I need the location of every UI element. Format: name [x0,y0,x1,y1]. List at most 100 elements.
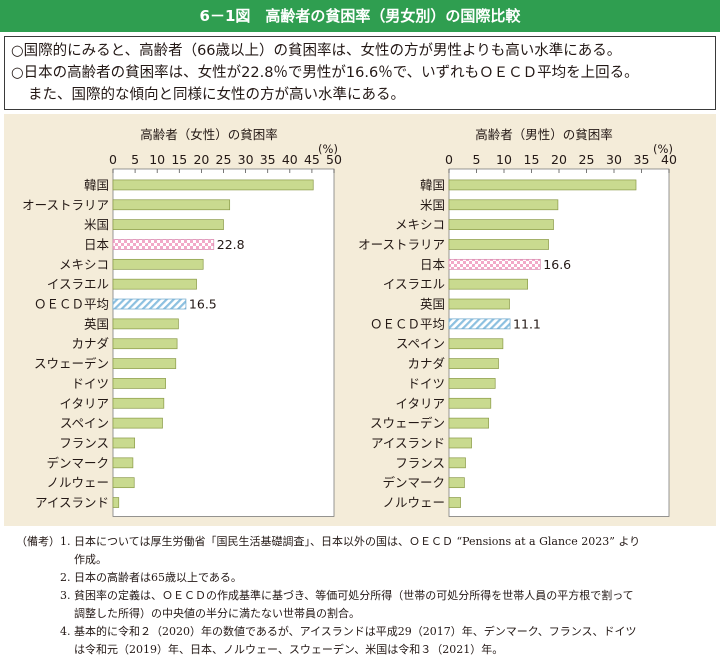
male-tick-label-4: 20 [551,152,567,167]
male-bar-11 [448,397,492,409]
male-category-label-15: デンマーク [382,475,445,490]
male-bar-3 [448,239,549,250]
female-bar-12 [112,417,163,429]
female-bar-6 [112,298,187,310]
male-tick-label-5: 25 [579,152,595,167]
female-category-label-16: アイスランド [35,495,109,510]
female-tick-label-9: 45 [304,152,320,167]
female-tick-label-8: 40 [282,152,298,167]
male-tick-label-3: 15 [524,152,540,167]
note-num-1: 1. [60,535,71,548]
female-bar-16 [112,497,120,508]
note-cont-1: 作成。 [74,553,107,566]
male-category-label-6: 英国 [420,297,445,312]
female-bar-9 [112,358,177,369]
male-tick-label-2: 10 [496,152,512,167]
male-category-label-9: カナダ [407,356,445,371]
summary-box: ○国際的にみると、高齢者（66歳以上）の貧困率は、女性の方が男性よりも高い水準に… [4,36,716,110]
male-category-label-7: ＯＥＣＤ平均 [370,316,445,331]
chart-panel: 高齢者（女性）の貧困率 (%) 0 5 10 15 20 25 30 35 40 45 50 韓国 オースト… [4,114,716,526]
female-data-label-6: 16.5 [189,297,217,312]
male-category-label-12: スウェーデン [370,416,445,431]
female-category-label-13: フランス [59,435,109,450]
female-chart-title: 高齢者（女性）の貧困率 [140,127,278,142]
summary-line-2: ○日本の高齢者の貧困率は、女性が22.8％で男性が16.6％で、いずれもＯＥＣＤ… [11,65,639,81]
female-category-label-9: スウェーデン [34,356,109,371]
male-data-label-7: 11.1 [513,316,541,331]
female-bar-8 [112,338,178,350]
notes-lead: （備考） [16,535,60,548]
male-category-label-3: オーストラリア [358,237,445,252]
female-tick-label-1: 5 [131,152,139,167]
male-category-label-1: 米国 [420,197,445,212]
male-bar-1 [448,199,559,211]
male-category-label-13: アイスランド [371,435,445,450]
female-category-label-15: ノルウェー [46,475,109,490]
female-category-label-8: カナダ [71,336,109,351]
male-bar-15 [448,477,465,489]
male-category-label-8: スペイン [396,336,445,351]
note-num-4: 4. [60,625,71,638]
female-bar-11 [112,397,165,409]
female-category-label-5: イスラエル [47,277,109,292]
figure-title: 6－1図 高齢者の貧困率（男女別）の国際比較 [0,0,720,32]
female-category-label-3: 日本 [84,237,110,252]
note-cont-4: は令和元（2019）年、日本、ノルウェー、スウェーデン、米国は令和３（2021）… [74,643,504,656]
female-tick-label-2: 10 [149,152,165,167]
female-bar-3 [112,239,215,250]
female-category-label-1: オーストラリア [22,197,109,212]
male-data-label-4: 16.6 [543,257,571,272]
female-tick-label-0: 0 [109,152,117,167]
male-category-label-14: フランス [395,455,445,470]
female-bar-7 [112,318,179,330]
notes: （備考） 1. 日本については厚生労働省「国民生活基礎調査」、日本以外の国は、Ｏ… [16,533,716,659]
note-text-3: 貧困率の定義は、ＯＥＣＤの作成基準に基づき、等価可処分所得（世帯の可処分所得を世… [74,589,634,602]
female-tick-label-6: 30 [238,152,254,167]
male-category-label-16: ノルウェー [382,495,445,510]
summary-line-1: ○国際的にみると、高齢者（66歳以上）の貧困率は、女性の方が男性よりも高い水準に… [11,43,622,59]
male-tick-label-7: 35 [634,152,650,167]
male-bar-2 [448,219,554,230]
male-category-label-2: メキシコ [395,217,445,232]
female-tick-label-7: 35 [260,152,276,167]
male-bar-9 [448,358,499,369]
female-bar-13 [112,437,136,449]
female-category-label-6: ＯＥＣＤ平均 [34,297,109,312]
female-bar-2 [112,219,224,230]
female-bar-14 [112,457,134,469]
female-category-label-7: 英国 [84,316,109,331]
female-category-label-2: 米国 [84,217,109,232]
male-category-label-4: 日本 [420,257,446,272]
male-bar-6 [448,298,510,310]
female-bar-1 [112,199,231,211]
male-bar-12 [448,417,489,429]
female-category-label-10: ドイツ [71,376,109,391]
female-category-label-4: メキシコ [59,257,109,272]
female-tick-label-4: 20 [193,152,209,167]
male-chart: 高齢者（男性）の貧困率 (%) 0 5 10 15 20 25 30 35 40 韓国米国メキシコオー… [358,127,677,517]
note-text-4: 基本的に令和２（2020）年の数値であるが、アイスランドは平成29（2017）年… [74,625,637,638]
male-category-label-5: イスラエル [383,277,445,292]
note-num-2: 2. [60,571,71,584]
female-tick-label-3: 15 [171,152,187,167]
female-bar-10 [112,378,166,389]
female-bar-5 [112,278,197,290]
male-chart-title: 高齢者（男性）の貧困率 [475,127,613,142]
male-bar-8 [448,338,504,350]
female-unit-label: (%) [318,142,338,156]
female-data-label-3: 22.8 [217,237,245,252]
note-cont-3: 調整した所得）の中央値の半分に満たない世帯員の割合。 [74,607,360,620]
female-bar-15 [112,477,135,489]
note-num-3: 3. [60,589,71,602]
male-category-label-0: 韓国 [420,177,445,192]
male-bar-0 [448,179,637,191]
male-tick-label-6: 30 [606,152,622,167]
male-tick-label-1: 5 [473,152,481,167]
male-bar-7 [448,318,511,330]
male-bar-5 [448,278,529,290]
note-text-2: 日本の高齢者は65歳以上である。 [74,571,242,584]
male-bar-14 [448,457,466,469]
female-category-label-14: デンマーク [46,455,109,470]
male-category-label-11: イタリア [395,396,445,411]
male-category-label-10: ドイツ [407,376,445,391]
